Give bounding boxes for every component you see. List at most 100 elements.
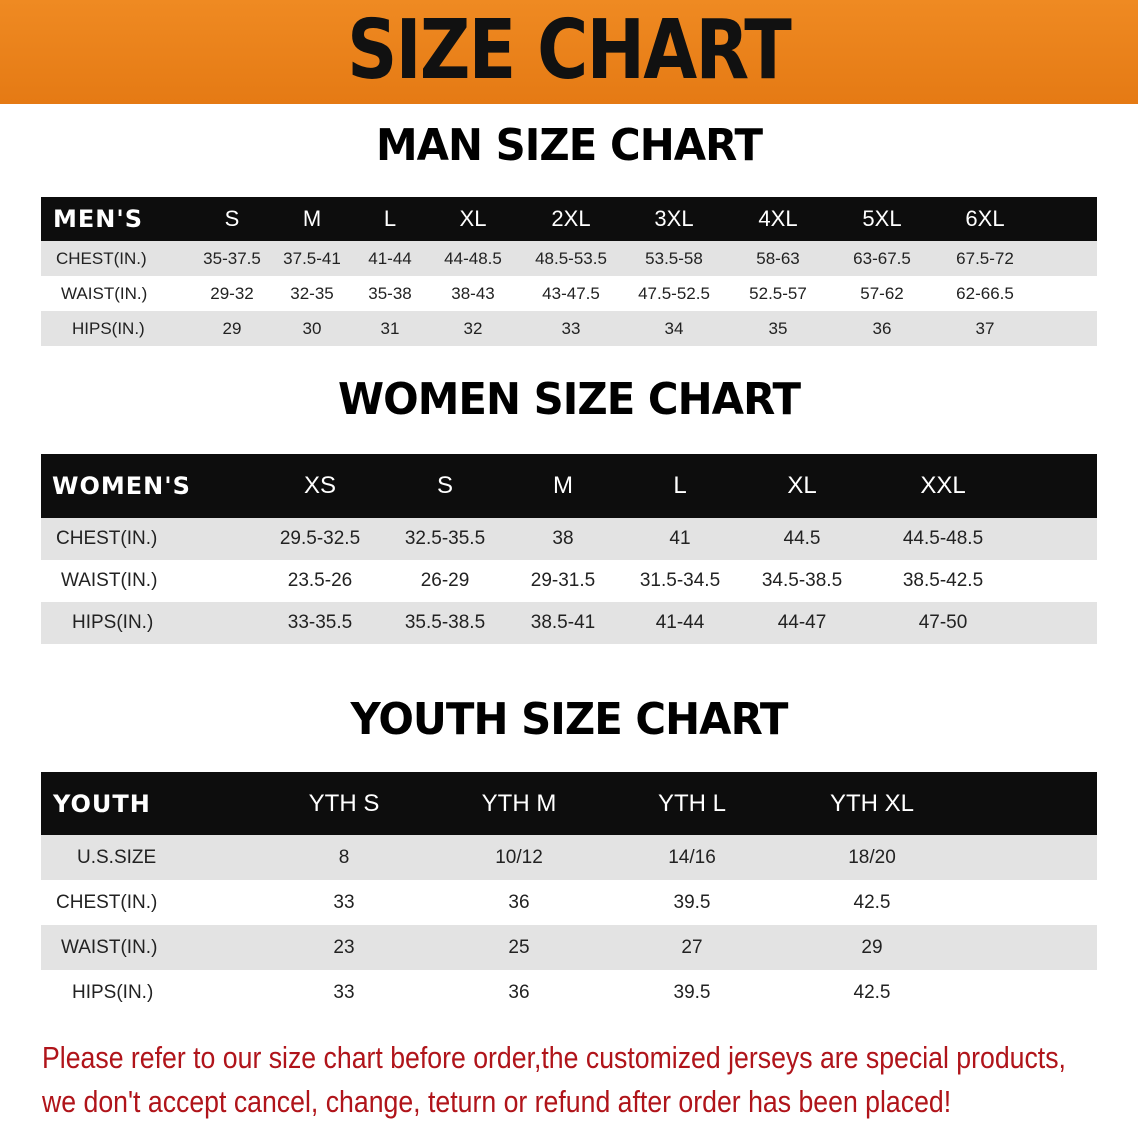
table-cell: 53.5-58 <box>645 248 703 268</box>
table-cell: 25 <box>508 936 530 958</box>
table-cell: 67.5-72 <box>956 248 1014 268</box>
table-cell: 44-48.5 <box>444 248 502 268</box>
table-cell: 32.5-35.5 <box>404 528 486 549</box>
row-label: HIPS(IN.) <box>72 318 145 338</box>
table-cell: 42.5 <box>853 981 891 1003</box>
table-cell: 30 <box>302 318 322 338</box>
table-cell: 39.5 <box>673 981 711 1003</box>
table-cell: 35-38 <box>368 283 412 303</box>
table-cell: 27 <box>681 936 703 958</box>
size-header: S <box>224 206 240 231</box>
table-cell: 37.5-41 <box>283 248 341 268</box>
table-row: HIPS(IN.) 33-35.5 35.5-38.5 38.5-41 41-44 44-… <box>41 602 1097 644</box>
table-row: CHEST(IN.) 33 36 39.5 42.5 <box>41 880 1097 925</box>
size-header: XL <box>787 472 817 499</box>
notice-line: Please refer to our size chart before or… <box>42 1040 1066 1075</box>
table-cell: 32-35 <box>290 283 334 303</box>
table-cell: 33-35.5 <box>287 612 353 633</box>
table-cell: 35 <box>768 318 788 338</box>
table-cell: 43-47.5 <box>542 283 600 303</box>
table-cell: 34 <box>664 318 684 338</box>
table-cell: 38.5-42.5 <box>902 570 984 591</box>
table-cell: 29-31.5 <box>530 570 596 591</box>
table-row: CHEST(IN.) 35-37.5 37.5-41 41-44 44-48.5 48.5… <box>41 241 1097 276</box>
header-label: YOUTH <box>53 789 151 818</box>
size-header: XL <box>459 206 487 231</box>
table-cell: 34.5-38.5 <box>761 570 843 591</box>
table-cell: 35-37.5 <box>203 248 261 268</box>
table-cell: 62-66.5 <box>956 283 1014 303</box>
table-cell: 38-43 <box>451 283 495 303</box>
table-cell: 29 <box>222 318 242 338</box>
table-cell: 57-62 <box>860 283 904 303</box>
row-label: U.S.SIZE <box>77 846 157 868</box>
table-cell: 26-29 <box>420 570 470 591</box>
size-header: YTH S <box>308 789 380 817</box>
table-cell: 31.5-34.5 <box>639 570 721 591</box>
header-row: WOMEN'S XS S M L XL XXL <box>41 454 1097 518</box>
size-header: L <box>673 472 687 499</box>
women-title: WOMEN SIZE CHART <box>337 374 801 425</box>
table-cell: 38.5-41 <box>530 612 596 633</box>
table-cell: 10/12 <box>495 846 543 868</box>
size-header: YTH XL <box>829 789 915 817</box>
notice-line: we don't accept cancel, change, teturn o… <box>42 1084 952 1119</box>
table-cell: 32 <box>463 318 483 338</box>
table-cell: 14/16 <box>668 846 716 868</box>
row-label: WAIST(IN.) <box>61 283 148 303</box>
table-cell: 39.5 <box>673 891 711 913</box>
size-header: XXL <box>920 472 966 499</box>
table-cell: 29.5-32.5 <box>279 528 361 549</box>
row-label: CHEST(IN.) <box>56 528 158 549</box>
table-cell: 41-44 <box>368 248 412 268</box>
table-cell: 23.5-26 <box>287 570 353 591</box>
table-row: CHEST(IN.) 29.5-32.5 32.5-35.5 38 41 44.5 44.5… <box>41 518 1097 560</box>
header-label: MEN'S <box>53 205 143 233</box>
table-cell: 37 <box>975 318 995 338</box>
table-cell: 47.5-52.5 <box>638 283 710 303</box>
table-cell: 42.5 <box>853 891 891 913</box>
table-cell: 41-44 <box>655 612 705 633</box>
table-row: U.S.SIZE 8 10/12 14/16 18/20 <box>41 835 1097 880</box>
size-header: 3XL <box>654 206 694 231</box>
size-header: 4XL <box>758 206 798 231</box>
men-title: MAN SIZE CHART <box>375 120 763 171</box>
size-header: YTH M <box>481 789 557 817</box>
size-header: 5XL <box>862 206 902 231</box>
table-cell: 36 <box>872 318 892 338</box>
table-cell: 8 <box>338 846 350 868</box>
header-row: MEN'S S M L XL 2XL 3XL 4XL 5XL 6XL <box>41 197 1097 241</box>
table-row: WAIST(IN.) 23 25 27 29 <box>41 925 1097 970</box>
youth-title: YOUTH SIZE CHART <box>350 694 788 745</box>
table-cell: 33 <box>561 318 581 338</box>
table-cell: 38 <box>552 528 574 549</box>
table-cell: 33 <box>333 981 355 1003</box>
size-header: M <box>553 472 573 499</box>
row-label: HIPS(IN.) <box>72 612 154 633</box>
size-header: M <box>302 206 322 231</box>
table-row: HIPS(IN.) 33 36 39.5 42.5 <box>41 970 1097 1015</box>
banner: SIZE CHART <box>0 0 1138 104</box>
header-row: YOUTH YTH S YTH M YTH L YTH XL <box>41 772 1097 835</box>
table-cell: 35.5-38.5 <box>404 612 486 633</box>
table-cell: 36 <box>508 891 530 913</box>
row-label: CHEST(IN.) <box>56 248 147 268</box>
size-header: L <box>383 206 397 231</box>
table-cell: 29 <box>861 936 883 958</box>
size-header: S <box>436 472 454 499</box>
table-cell: 23 <box>333 936 355 958</box>
table-cell: 36 <box>508 981 530 1003</box>
table-cell: 44-47 <box>777 612 827 633</box>
table-cell: 44.5 <box>783 528 821 549</box>
row-label: CHEST(IN.) <box>56 891 158 913</box>
table-cell: 33 <box>333 891 355 913</box>
table-cell: 48.5-53.5 <box>535 248 607 268</box>
table-cell: 29-32 <box>210 283 254 303</box>
table-cell: 41 <box>669 528 691 549</box>
row-label: WAIST(IN.) <box>61 936 158 958</box>
table-cell: 18/20 <box>848 846 896 868</box>
table-cell: 44.5-48.5 <box>902 528 984 549</box>
notice: Please refer to our size chart before or… <box>42 1036 1066 1124</box>
size-header: XS <box>303 472 337 499</box>
table-row: HIPS(IN.) 29 30 31 32 33 34 35 36 37 <box>41 311 1097 346</box>
